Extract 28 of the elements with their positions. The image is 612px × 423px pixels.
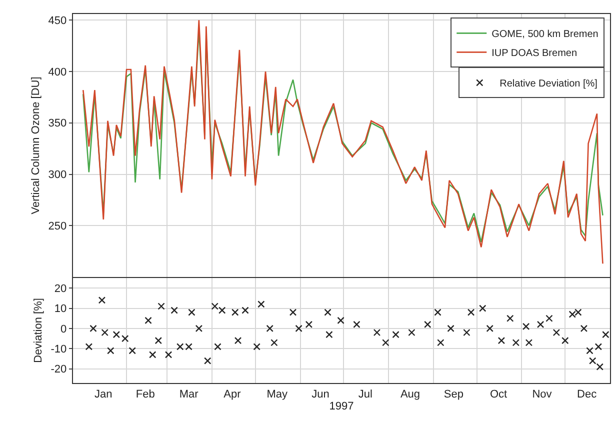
x-tick-label: Mar xyxy=(179,388,199,400)
x-tick-label: May xyxy=(266,388,288,400)
y-axis-title: Vertical Column Ozone [DU] xyxy=(30,76,42,214)
legend-label: IUP DOAS Bremen xyxy=(492,48,578,60)
x-tick-label: Jul xyxy=(358,388,372,400)
y-tick-label: -10 xyxy=(50,344,67,356)
y-tick-label: 0 xyxy=(60,323,67,336)
x-tick-label: Dec xyxy=(577,388,598,400)
legend-label: GOME, 500 km Bremen xyxy=(492,29,598,40)
x-tick-label: Jun xyxy=(312,388,330,400)
x-tick-label: Apr xyxy=(224,388,242,400)
x-tick-label: Jan xyxy=(94,388,112,400)
x-tick-label: Nov xyxy=(532,388,552,400)
y-tick-label: 10 xyxy=(54,303,67,316)
x-tick-label: Sep xyxy=(444,388,464,400)
y-tick-label: 400 xyxy=(48,66,67,78)
y-tick-label: -20 xyxy=(50,364,67,376)
y-tick-label: 250 xyxy=(48,220,67,232)
x-axis-title: 1997 xyxy=(329,400,354,412)
y-tick-label: 450 xyxy=(48,15,67,28)
y-tick-label: 350 xyxy=(48,118,67,130)
x-tick-label: Oct xyxy=(490,388,508,400)
x-tick-label: Feb xyxy=(136,388,155,400)
y-tick-label: 20 xyxy=(54,282,67,295)
x-tick-label: Aug xyxy=(400,388,420,400)
y-axis-title: Deviation [%] xyxy=(32,298,44,363)
y-tick-label: 300 xyxy=(48,169,67,182)
legend-label: Relative Deviation [%] xyxy=(500,78,598,90)
